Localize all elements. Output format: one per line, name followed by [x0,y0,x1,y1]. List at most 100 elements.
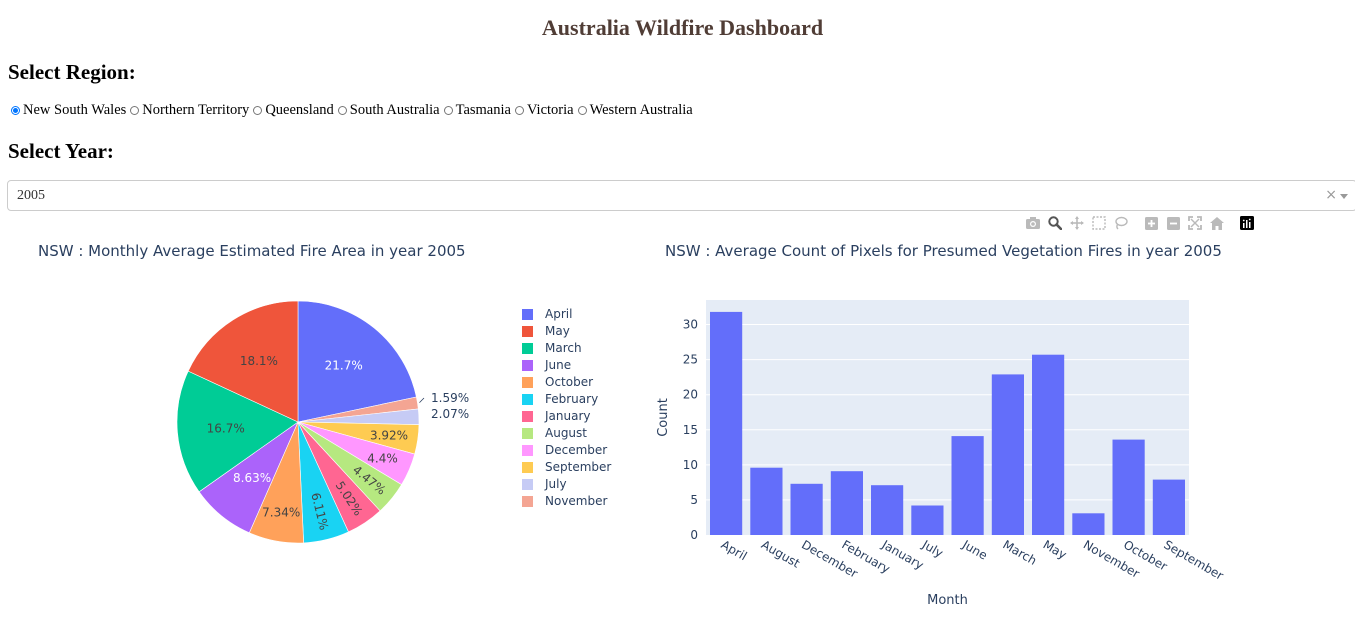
legend-swatch[interactable] [522,343,533,354]
legend-swatch[interactable] [522,309,533,320]
box-select-icon[interactable] [1091,215,1107,231]
bar-may[interactable] [1032,354,1065,535]
pie-slice-march[interactable] [176,370,299,493]
legend-item-july[interactable]: July [544,477,567,491]
legend-item-february[interactable]: February [545,392,598,406]
bar-october[interactable] [1112,439,1145,535]
radio-button[interactable] [577,106,587,115]
region-option-tasmania[interactable]: Tasmania [443,102,511,119]
year-heading: Select Year: [8,139,114,163]
x-tick-label: March [1000,537,1039,567]
plotly-logo-icon[interactable] [1239,215,1255,231]
y-tick-label: 30 [683,318,698,332]
bar-february[interactable] [830,471,863,535]
bar-chart-title: NSW : Average Count of Pixels for Presum… [665,242,1222,260]
legend-swatch[interactable] [522,394,533,405]
region-option-label: Queensland [265,102,334,118]
radio-button[interactable] [443,106,453,115]
legend-swatch[interactable] [522,377,533,388]
region-option-victoria[interactable]: Victoria [514,102,574,119]
x-axis-title: Month [927,593,968,608]
x-tick-label: April [719,537,750,563]
year-dropdown-value: 2005 [17,188,45,203]
clear-icon[interactable]: × [1325,187,1337,203]
region-option-south-australia[interactable]: South Australia [337,102,440,119]
pie-slice-label: 1.59% [431,391,469,405]
bar-april[interactable] [710,311,743,535]
lasso-select-icon[interactable] [1113,215,1129,231]
bar-july[interactable] [911,505,944,536]
x-tick-label: September [1161,537,1225,582]
radio-button[interactable] [253,106,263,115]
legend-swatch[interactable] [522,479,533,490]
legend-item-december[interactable]: December [545,443,607,457]
region-option-new-south-wales[interactable]: New South Wales [11,102,126,119]
x-tick-label: July [919,537,946,560]
legend-swatch[interactable] [522,360,533,371]
radio-button[interactable] [514,106,524,115]
camera-icon[interactable] [1025,215,1041,231]
chevron-down-icon[interactable] [1340,194,1348,199]
region-heading: Select Region: [8,60,136,84]
reset-axes-icon[interactable] [1209,215,1225,231]
pie-slice-april[interactable] [297,300,417,423]
y-tick-label: 5 [690,493,698,507]
y-tick-label: 25 [683,353,698,367]
pie-chart: 21.7%1.59%2.07%3.92%4.4%4.47%5.02%6.11%7… [176,300,611,544]
x-tick-label: June [959,537,990,563]
autoscale-icon[interactable] [1187,215,1203,231]
radio-button[interactable] [130,106,140,115]
pie-slice-label: 16.7% [207,422,245,436]
region-option-western-australia[interactable]: Western Australia [577,102,693,119]
y-tick-label: 15 [683,423,698,437]
legend-swatch[interactable] [522,462,533,473]
bar-december[interactable] [790,483,823,535]
y-tick-label: 10 [683,458,698,472]
region-option-label: Western Australia [589,102,693,118]
pie-slice-label: 3.92% [370,428,408,442]
page-title: Australia Wildfire Dashboard [541,15,824,40]
pie-label-leader-line [419,397,425,403]
zoom-icon[interactable] [1047,215,1063,231]
legend-item-november[interactable]: November [545,494,607,508]
bar-plot-area[interactable] [706,300,1189,535]
bar-january[interactable] [871,485,904,535]
year-dropdown[interactable]: 2005 × [7,180,1355,211]
pie-slice-label: 4.4% [367,451,398,465]
pan-icon[interactable] [1069,215,1085,231]
pie-slice-may[interactable] [187,300,299,423]
legend-item-january[interactable]: January [544,409,591,423]
pie-slice-label: 21.7% [325,359,363,373]
legend-item-october[interactable]: October [545,375,593,389]
legend-swatch[interactable] [522,445,533,456]
pie-slice-label: 8.63% [233,471,271,485]
legend-swatch[interactable] [522,428,533,439]
bar-september[interactable] [1152,479,1185,535]
legend-item-june[interactable]: June [544,358,571,372]
legend-swatch[interactable] [522,326,533,337]
radio-button[interactable] [11,106,20,115]
radio-button[interactable] [337,106,347,115]
legend-item-may[interactable]: May [545,324,570,338]
zoom-in-icon[interactable] [1143,215,1159,231]
region-option-label: Tasmania [455,102,511,118]
bar-november[interactable] [1072,513,1105,535]
bar-march[interactable] [991,374,1024,535]
bar-june[interactable] [951,436,984,535]
region-radio-group: New South Wales Northern Territory Queensl… [11,102,697,119]
x-tick-label: May [1041,537,1069,562]
zoom-out-icon[interactable] [1165,215,1181,231]
legend-item-april[interactable]: April [545,307,572,321]
legend-item-september[interactable]: September [545,460,611,474]
bar-august[interactable] [750,467,783,535]
legend-item-march[interactable]: March [545,341,582,355]
legend-swatch[interactable] [522,496,533,507]
legend-item-august[interactable]: August [545,426,587,440]
plot-modebar [1025,215,1261,231]
pie-chart-title: NSW : Monthly Average Estimated Fire Are… [38,242,466,260]
legend-swatch[interactable] [522,411,533,422]
pie-slice-label: 18.1% [240,354,278,368]
region-option-label: New South Wales [23,102,127,118]
region-option-northern-territory[interactable]: Northern Territory [130,102,249,119]
region-option-queensland[interactable]: Queensland [253,102,334,119]
